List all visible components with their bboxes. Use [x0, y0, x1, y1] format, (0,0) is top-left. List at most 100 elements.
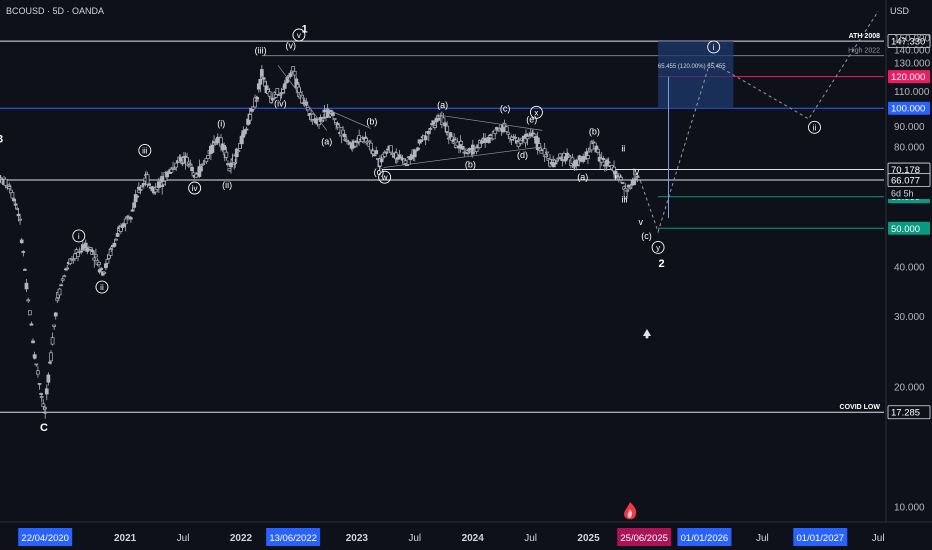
candle-body [83, 242, 88, 248]
candle-body [372, 154, 377, 157]
y-tick-label: 40.000 [894, 262, 925, 273]
candle-body [62, 275, 67, 278]
candle-body [210, 144, 215, 153]
candle-body [389, 145, 393, 153]
candle-body [105, 259, 110, 264]
candle-body [423, 135, 428, 141]
candle-body [275, 88, 280, 95]
candle-body [314, 118, 318, 124]
x-tick-label: Jul [524, 533, 537, 544]
candle-body [335, 123, 340, 125]
candle-body [450, 136, 454, 141]
candle-body [574, 159, 579, 166]
symbol-title: BCOUSD · 5D · OANDA [6, 6, 104, 16]
candle-body [620, 182, 625, 184]
candle-body [94, 254, 98, 258]
price-tag-text: 100.000 [891, 104, 925, 115]
candle-body [71, 259, 76, 262]
candle-body [46, 374, 51, 383]
candle-body [16, 213, 21, 217]
candle-body [213, 143, 218, 145]
candle-body [147, 183, 152, 186]
candle-body [32, 354, 37, 359]
candle-body [204, 158, 209, 163]
candle-body [426, 131, 431, 135]
alarm-icon[interactable] [643, 329, 651, 339]
candle-body [12, 198, 16, 202]
candle-body [480, 140, 484, 143]
candle-body [612, 166, 616, 172]
candle-body [331, 112, 335, 116]
candle-body [416, 147, 420, 151]
candle-body [41, 403, 46, 407]
candle-body [180, 162, 185, 165]
price-tag-text: 70.178 [891, 165, 920, 176]
candle-body [135, 195, 140, 198]
candle-body [234, 148, 239, 158]
candle-body [31, 340, 35, 344]
wave-label: (c) [374, 167, 385, 177]
candle-body [403, 160, 408, 164]
target-box [658, 41, 734, 109]
candle-body [194, 173, 199, 178]
candle-body [601, 157, 606, 161]
candle-body [115, 233, 120, 237]
candle-body [3, 178, 8, 186]
candle-body [227, 168, 232, 172]
candle-body [596, 148, 600, 153]
wave-circle [707, 40, 721, 54]
candle-body [190, 166, 194, 171]
x-tick-label: Jul [177, 533, 190, 544]
candle-body [586, 150, 591, 153]
wave-label: ii [621, 143, 625, 153]
wave-circle [188, 181, 202, 195]
candle-body [232, 155, 237, 165]
candle-body [628, 186, 633, 189]
wave-label: iv [633, 167, 640, 177]
y-tick-label: 140.000 [894, 45, 931, 56]
candle-body [65, 267, 70, 270]
candle-body [246, 118, 250, 125]
candle-body [555, 159, 559, 162]
level-label: High 2022 [848, 48, 880, 55]
candle-body [441, 117, 446, 124]
candle-body [133, 194, 138, 203]
candle-body [186, 164, 191, 167]
candle-body [104, 263, 108, 269]
channel-line [324, 107, 371, 129]
candle-body [199, 166, 203, 172]
wave-circle [95, 280, 109, 294]
candle-body [99, 268, 104, 270]
candle-body [428, 128, 433, 130]
candle-body [281, 89, 285, 93]
candle-body [21, 251, 26, 253]
candle-body [36, 370, 40, 375]
candle-body [504, 126, 509, 132]
wave-labels: 1v(v)(iii)(iv)(i)(ii)iiiiviiiC3(a)(b)(c)… [0, 23, 821, 434]
candle-body [68, 258, 73, 264]
candle-body [24, 287, 29, 290]
price-tag-text: 50.000 [891, 224, 920, 235]
candle-body [467, 147, 472, 151]
candle-body [606, 161, 611, 164]
candle-body [188, 163, 193, 166]
candle-body [567, 155, 572, 157]
candle-body [224, 151, 229, 158]
candle-body [48, 361, 52, 364]
candle-body [206, 155, 210, 159]
price-tag-text: 120.000 [891, 72, 925, 83]
date-tag [793, 528, 848, 546]
candle-body [97, 261, 101, 266]
x-tick-label: Jul [756, 533, 769, 544]
candle-body [108, 248, 113, 256]
candle-body [390, 153, 395, 155]
candle-body [344, 139, 349, 142]
candle-body [254, 100, 259, 102]
candle-body [470, 144, 475, 155]
candle-body [341, 129, 345, 135]
candle-body [434, 117, 439, 123]
date-tag-text: 13/06/2022 [269, 533, 317, 544]
countdown-text: 6d 5h [891, 188, 914, 198]
